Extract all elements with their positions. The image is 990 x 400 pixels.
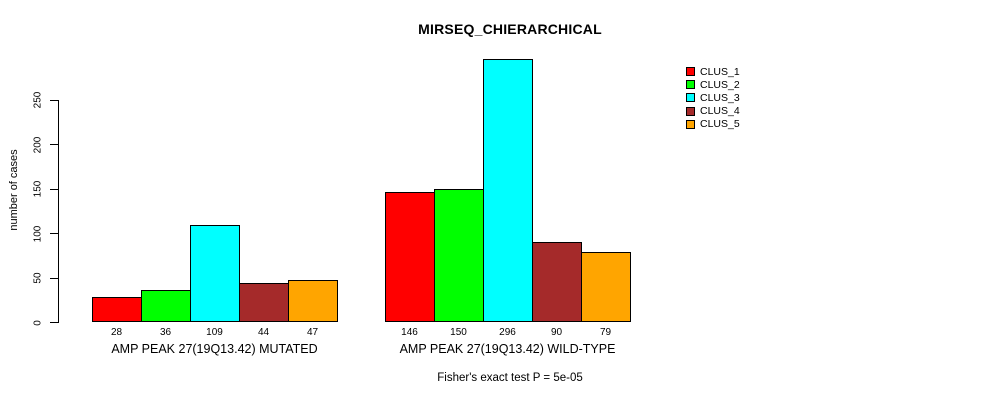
bar-value-label: 47: [306, 327, 319, 338]
y-axis-tick-label: 150: [32, 180, 44, 198]
legend-swatch-icon: [686, 67, 695, 76]
group-label: AMP PEAK 27(19Q13.42) WILD-TYPE: [399, 342, 616, 356]
legend-swatch-icon: [686, 93, 695, 103]
bar-value-label: 44: [257, 327, 270, 338]
legend-swatch-icon: [686, 106, 695, 116]
chart-title: MIRSEQ_CHIERARCHICAL: [418, 21, 602, 37]
y-axis-tick: [50, 188, 58, 190]
y-axis-tick: [50, 277, 58, 279]
bar-clus_3: [483, 58, 533, 322]
bar-clus_5: [288, 280, 338, 322]
y-axis-tick-label: 0: [32, 319, 44, 326]
bar-clus_3: [190, 224, 240, 322]
bar-value-label: 150: [450, 327, 467, 338]
legend-swatch-icon: [686, 80, 695, 90]
legend-row-clus_5: CLUS_5: [686, 118, 740, 131]
y-axis-label: number of cases: [8, 149, 20, 231]
y-axis-tick: [50, 233, 58, 234]
y-axis-tick-label: 250: [32, 91, 44, 109]
legend-label: CLUS_1: [700, 65, 740, 78]
y-axis-tick-label: 100: [32, 225, 44, 242]
legend-label: CLUS_3: [700, 91, 740, 104]
bar-value-label: 79: [599, 327, 612, 338]
footer-text: Fisher's exact test P = 5e-05: [437, 372, 583, 384]
bar-value-label: 109: [206, 327, 223, 338]
bar-value-label: 28: [110, 327, 123, 338]
y-axis-line: [58, 99, 59, 323]
bar-clus_2: [141, 289, 191, 322]
y-axis-tick-label: 200: [32, 136, 44, 153]
legend-row-clus_1: CLUS_1: [686, 65, 740, 78]
y-axis-tick: [50, 144, 58, 145]
legend-row-clus_2: CLUS_2: [686, 78, 740, 91]
legend-label: CLUS_5: [700, 118, 740, 131]
bar-clus_4: [239, 282, 289, 322]
bar-clus_1: [92, 297, 142, 322]
group-label: AMP PEAK 27(19Q13.42) MUTATED: [111, 342, 318, 356]
y-axis-tick: [50, 99, 58, 101]
y-axis-tick-label: 50: [32, 272, 44, 284]
legend-row-clus_3: CLUS_3: [686, 91, 740, 104]
bar-value-label: 90: [550, 327, 563, 338]
bar-clus_2: [434, 188, 484, 322]
legend-label: CLUS_4: [700, 105, 740, 118]
bar-value-label: 146: [401, 327, 418, 338]
bar-value-label: 296: [499, 327, 516, 338]
legend-row-clus_4: CLUS_4: [686, 105, 740, 118]
bar-value-label: 36: [159, 327, 172, 338]
bar-clus_4: [532, 241, 582, 322]
legend-swatch-icon: [686, 119, 695, 129]
legend-label: CLUS_2: [700, 78, 740, 91]
y-axis-tick: [50, 322, 58, 323]
bar-clus_5: [581, 251, 631, 322]
bar-clus_1: [385, 192, 435, 322]
